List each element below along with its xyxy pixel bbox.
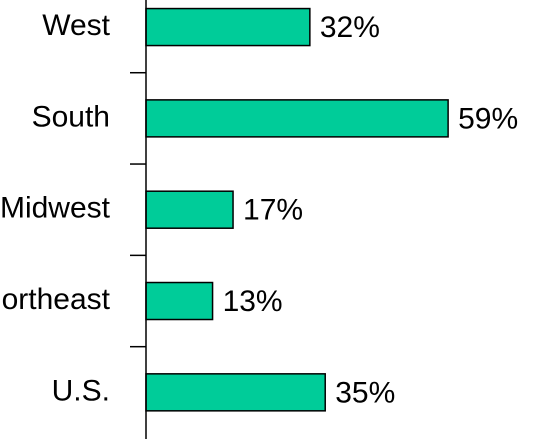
bar — [145, 190, 234, 229]
value-label: 35% — [335, 376, 395, 409]
bar — [145, 373, 326, 412]
category-label: South — [32, 100, 110, 133]
category-label: West — [42, 9, 110, 42]
bar — [145, 99, 449, 138]
value-label: 13% — [223, 285, 283, 318]
category-label: U.S. — [52, 374, 110, 407]
category-label: Northeast — [0, 283, 111, 316]
bar — [145, 7, 311, 47]
value-label: 17% — [243, 194, 303, 227]
value-label: 59% — [458, 102, 518, 135]
value-label: 32% — [320, 11, 380, 44]
bar — [145, 281, 214, 321]
category-label: Midwest — [0, 192, 111, 225]
